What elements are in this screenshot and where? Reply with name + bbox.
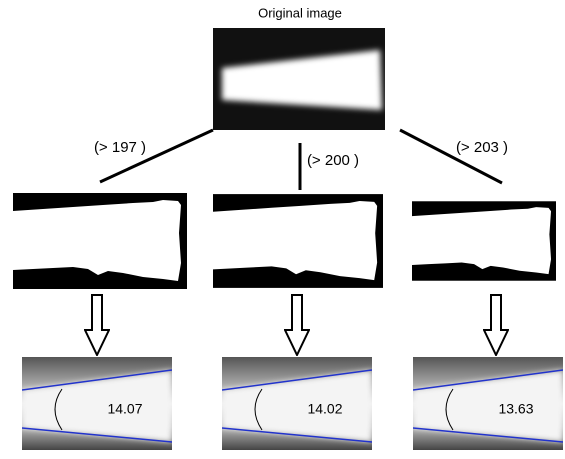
measurement-label: 13.63 — [498, 401, 533, 417]
branch-line — [400, 130, 502, 183]
result-image — [22, 357, 172, 450]
threshold-label: (> 197 ) — [94, 139, 146, 156]
result-image — [222, 357, 372, 450]
binary-image — [13, 193, 187, 289]
branch-line — [100, 130, 213, 182]
result-image — [413, 357, 563, 450]
title: Original image — [258, 5, 342, 20]
threshold-label: (> 203 ) — [456, 139, 508, 156]
down-arrow — [285, 295, 309, 355]
diagram: Original image (> 197 ) (> 200 ) (> 203 … — [0, 0, 565, 459]
measurement-label: 14.02 — [307, 401, 342, 417]
threshold-label: (> 200 ) — [307, 152, 359, 169]
binary-image — [213, 194, 383, 288]
binary-image — [412, 201, 556, 280]
down-arrow — [85, 295, 109, 355]
original-image — [213, 28, 385, 130]
measurement-label: 14.07 — [107, 401, 142, 417]
down-arrow — [484, 295, 508, 355]
